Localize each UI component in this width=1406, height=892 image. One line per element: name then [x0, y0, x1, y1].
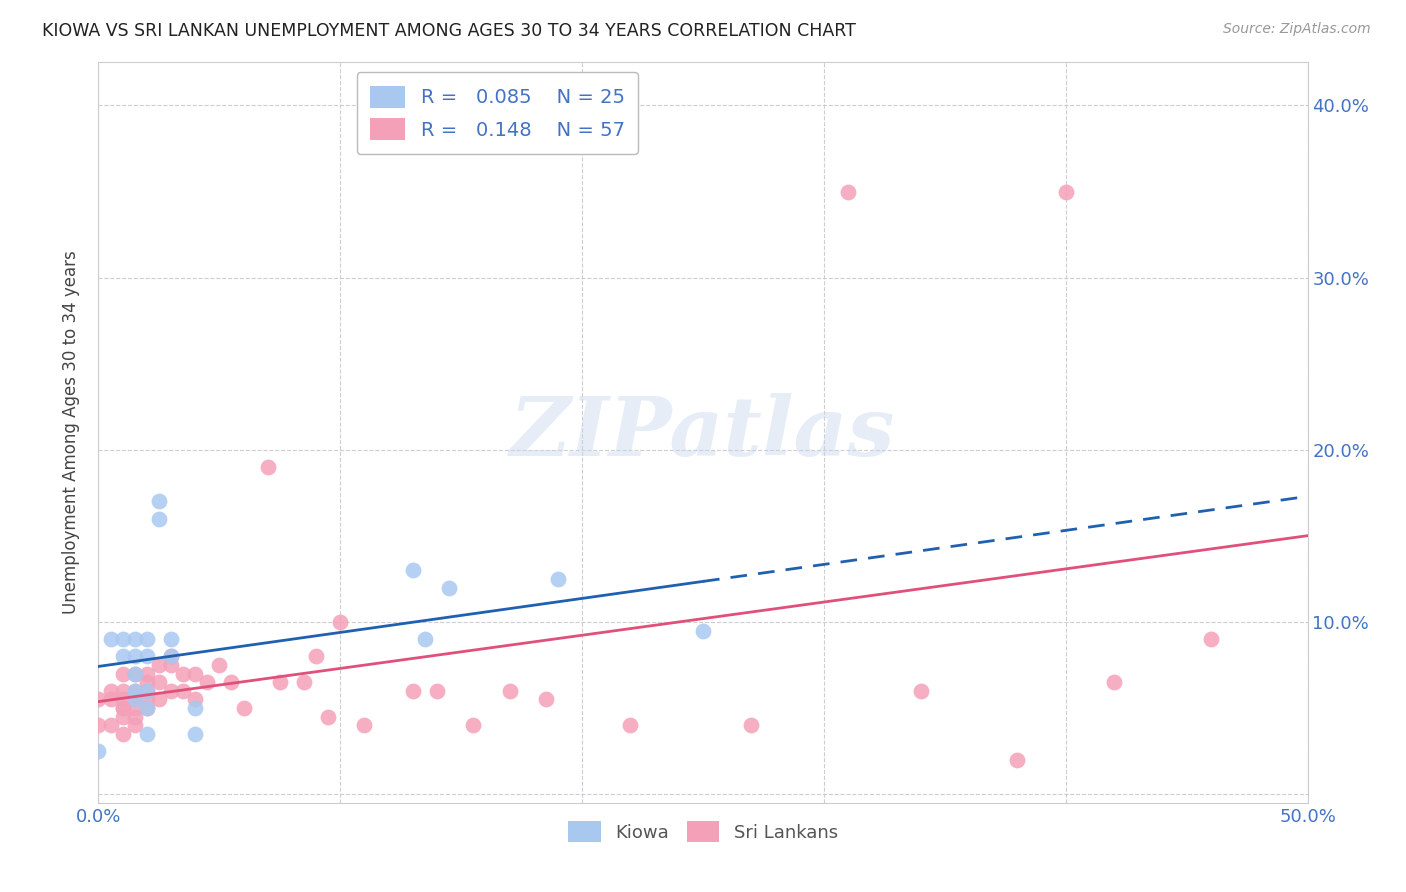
Point: [111, 709, 134, 723]
Point: [111, 701, 134, 715]
Point: [426, 684, 449, 698]
Point: [402, 684, 425, 698]
Point: [837, 185, 859, 199]
Point: [256, 460, 278, 475]
Point: [100, 632, 122, 647]
Text: ZIPatlas: ZIPatlas: [510, 392, 896, 473]
Point: [329, 615, 352, 629]
Point: [195, 675, 218, 690]
Point: [111, 701, 134, 715]
Text: Source: ZipAtlas.com: Source: ZipAtlas.com: [1223, 22, 1371, 37]
Point: [160, 649, 183, 664]
Point: [1199, 632, 1222, 647]
Point: [547, 572, 569, 586]
Point: [353, 718, 375, 732]
Point: [292, 675, 315, 690]
Point: [111, 684, 134, 698]
Point: [135, 692, 157, 706]
Point: [124, 718, 146, 732]
Point: [910, 684, 932, 698]
Point: [87, 744, 110, 758]
Point: [135, 701, 157, 715]
Point: [135, 701, 157, 715]
Point: [135, 684, 157, 698]
Point: [172, 666, 194, 681]
Point: [148, 658, 170, 673]
Point: [184, 727, 207, 741]
Point: [124, 649, 146, 664]
Point: [305, 649, 328, 664]
Point: [124, 709, 146, 723]
Point: [160, 632, 183, 647]
Point: [437, 581, 460, 595]
Point: [124, 692, 146, 706]
Point: [148, 494, 170, 508]
Point: [111, 727, 134, 741]
Point: [184, 701, 207, 715]
Legend: Kiowa, Sri Lankans: Kiowa, Sri Lankans: [561, 814, 845, 849]
Point: [160, 684, 183, 698]
Point: [148, 692, 170, 706]
Point: [619, 718, 641, 732]
Point: [124, 701, 146, 715]
Point: [135, 684, 157, 698]
Point: [124, 684, 146, 698]
Point: [100, 692, 122, 706]
Point: [184, 666, 207, 681]
Point: [692, 624, 714, 638]
Point: [498, 684, 520, 698]
Point: [135, 632, 157, 647]
Point: [111, 692, 134, 706]
Point: [316, 709, 339, 723]
Point: [135, 675, 157, 690]
Point: [160, 658, 183, 673]
Point: [111, 632, 134, 647]
Point: [87, 718, 110, 732]
Point: [135, 727, 157, 741]
Point: [100, 718, 122, 732]
Point: [100, 684, 122, 698]
Point: [208, 658, 231, 673]
Point: [87, 692, 110, 706]
Point: [124, 666, 146, 681]
Point: [1102, 675, 1125, 690]
Point: [111, 666, 134, 681]
Point: [402, 563, 425, 577]
Point: [534, 692, 557, 706]
Point: [135, 666, 157, 681]
Point: [740, 718, 762, 732]
Point: [160, 649, 183, 664]
Point: [148, 675, 170, 690]
Point: [221, 675, 243, 690]
Point: [124, 666, 146, 681]
Point: [463, 718, 485, 732]
Point: [135, 649, 157, 664]
Point: [1054, 185, 1077, 199]
Point: [1007, 753, 1029, 767]
Point: [124, 632, 146, 647]
Point: [413, 632, 436, 647]
Point: [111, 649, 134, 664]
Point: [269, 675, 291, 690]
Y-axis label: Unemployment Among Ages 30 to 34 years: Unemployment Among Ages 30 to 34 years: [62, 251, 80, 615]
Point: [184, 692, 207, 706]
Point: [148, 512, 170, 526]
Point: [124, 684, 146, 698]
Point: [232, 701, 254, 715]
Text: KIOWA VS SRI LANKAN UNEMPLOYMENT AMONG AGES 30 TO 34 YEARS CORRELATION CHART: KIOWA VS SRI LANKAN UNEMPLOYMENT AMONG A…: [42, 22, 856, 40]
Point: [172, 684, 194, 698]
Point: [124, 692, 146, 706]
